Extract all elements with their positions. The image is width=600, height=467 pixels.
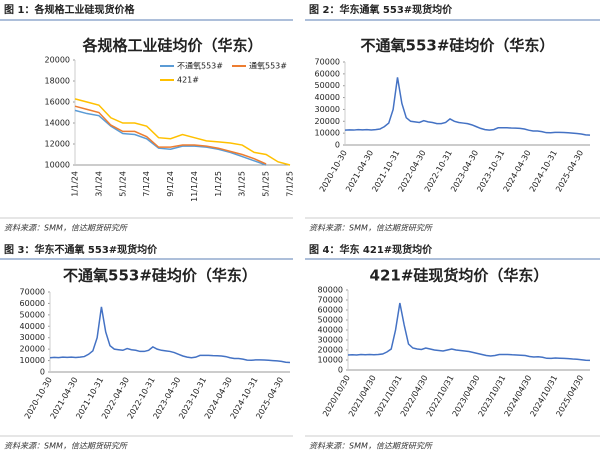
x-tick-label: 5/1/24 — [118, 171, 127, 197]
y-tick-label: 12000 — [45, 140, 70, 149]
x-tick-label: 3/1/24 — [94, 171, 103, 197]
y-tick-label: 10000 — [315, 129, 340, 138]
y-tick-label: 40000 — [318, 326, 343, 335]
x-tick-label: 2021-10-31 — [370, 149, 401, 194]
chart-title: 各规格工业硅均价（华东） — [81, 37, 262, 55]
y-tick-label: 40000 — [315, 93, 340, 102]
x-tick-label: 2025-04-30 — [254, 376, 285, 421]
y-tick-label: 10000 — [20, 356, 45, 365]
y-tick-label: 0 — [40, 368, 45, 377]
figure-caption: 图 3：华东不通氧 553#现货均价 — [4, 243, 158, 256]
chart-title: 不通氧553#硅均价（华东） — [361, 37, 555, 55]
y-tick-label: 70000 — [318, 296, 343, 305]
x-tick-label: 2022-04-30 — [397, 149, 428, 194]
x-tick-label: 1/1/25 — [214, 171, 223, 197]
chart-title: 不通氧553#硅均价（华东） — [63, 267, 257, 285]
x-tick-label: 5/1/25 — [262, 171, 271, 197]
x-tick-label: 2023-04-30 — [449, 149, 480, 194]
x-tick-label: 2025-04-30 — [554, 149, 585, 194]
y-tick-label: 20000 — [318, 346, 343, 355]
legend-label: 不通氧553# — [177, 61, 223, 71]
y-tick-label: 60000 — [315, 69, 340, 78]
figure-source: 资料来源：SMM，信达期货研究所 — [309, 224, 434, 233]
y-tick-label: 40000 — [20, 322, 45, 331]
y-tick-label: 80000 — [318, 286, 343, 295]
figure-caption: 图 1：各规格工业硅现货价格 — [4, 3, 135, 16]
y-tick-label: 50000 — [318, 316, 343, 325]
figure-source: 资料来源：SMM，信达期货研究所 — [309, 442, 434, 451]
legend-label: 421# — [177, 76, 199, 85]
series-line — [344, 77, 591, 136]
series-line — [74, 109, 267, 166]
x-tick-label: 2023-10-31 — [475, 149, 506, 194]
figure-source: 资料来源：SMM，信达期货研究所 — [4, 224, 129, 233]
y-tick-label: 0 — [335, 141, 340, 150]
figure-source: 资料来源：SMM，信达期货研究所 — [4, 442, 129, 451]
y-tick-label: 20000 — [45, 56, 70, 65]
x-tick-label: 2024-10-31 — [528, 149, 559, 194]
y-tick-label: 20000 — [315, 117, 340, 126]
x-tick-label: 7/1/24 — [142, 171, 151, 197]
x-tick-label: 2024-04-30 — [502, 149, 533, 194]
y-tick-label: 60000 — [318, 306, 343, 315]
y-tick-label: 10000 — [318, 356, 343, 365]
x-tick-label: 3/1/25 — [238, 171, 247, 197]
y-tick-label: 50000 — [20, 310, 45, 319]
x-tick-label: 7/1/25 — [286, 171, 295, 197]
y-tick-label: 30000 — [318, 336, 343, 345]
series-line — [74, 98, 291, 166]
y-tick-label: 0 — [338, 366, 343, 375]
figure-frames — [0, 19, 600, 437]
y-tick-label: 50000 — [315, 81, 340, 90]
figure-caption: 图 4：华东 421#现货均价 — [309, 243, 433, 256]
y-tick-label: 60000 — [20, 299, 45, 308]
x-tick-label: 2021-04-30 — [344, 149, 375, 194]
y-tick-label: 70000 — [20, 288, 45, 297]
x-tick-label: 2020-10-30 — [318, 149, 349, 194]
y-tick-label: 20000 — [20, 345, 45, 354]
y-tick-label: 10000 — [45, 161, 70, 170]
x-tick-label: 1/1/24 — [71, 171, 80, 197]
chart-title: 421#硅现货均价（华东） — [370, 267, 549, 285]
x-tick-label: 11/1/24 — [190, 171, 199, 202]
y-tick-label: 30000 — [315, 105, 340, 114]
x-tick-label: 2022-10-31 — [423, 149, 454, 194]
y-tick-label: 18000 — [45, 77, 70, 86]
series-line — [347, 302, 591, 362]
legend-label: 通氧553# — [249, 61, 287, 71]
series-line — [49, 306, 291, 364]
x-tick-label: 2025/04/30 — [554, 374, 585, 418]
x-tick-label: 9/1/24 — [166, 171, 175, 197]
figure-caption: 图 2：华东通氧 553#现货均价 — [309, 3, 453, 16]
y-tick-label: 16000 — [45, 98, 70, 107]
y-tick-label: 30000 — [20, 333, 45, 342]
legend: 不通氧553# 通氧553# 421# — [160, 61, 287, 85]
series-line — [74, 105, 267, 165]
y-tick-label: 70000 — [315, 58, 340, 67]
y-tick-label: 14000 — [45, 119, 70, 128]
